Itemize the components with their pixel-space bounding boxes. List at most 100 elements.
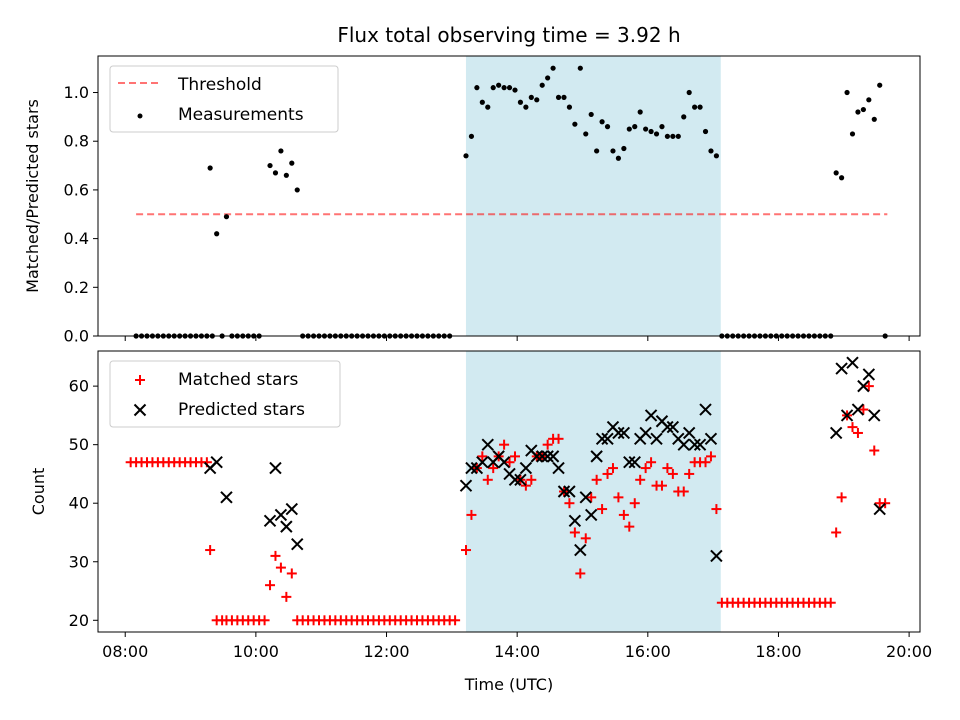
x-stroke-b <box>220 491 233 504</box>
matched-star-point <box>499 439 510 450</box>
top-legend-box <box>109 65 339 133</box>
x-stroke-b <box>617 426 631 440</box>
predicted-star-point <box>688 438 701 451</box>
matched-star-point <box>580 533 591 544</box>
matched-star-point <box>607 463 618 474</box>
x-stroke-b <box>497 456 511 469</box>
matched-star-point <box>259 615 270 626</box>
x-stroke-b <box>829 426 843 440</box>
bottom-x-tick-label: 20:00 <box>886 642 932 661</box>
x-stroke-b <box>574 543 587 557</box>
measurement-point <box>604 124 611 130</box>
x-stroke-b <box>584 508 598 522</box>
measurement-point <box>626 126 632 132</box>
predicted-star-point <box>704 432 718 446</box>
x-stroke-b <box>568 514 582 527</box>
matched-star-point <box>553 433 564 444</box>
bottom-legend: Matched stars Predicted stars <box>109 360 341 428</box>
x-stroke-b <box>535 450 549 463</box>
measurement-point <box>534 97 540 103</box>
bottom-y-tick-label: 60 <box>69 377 89 396</box>
x-stroke-b <box>710 549 723 563</box>
matched-star-point <box>275 562 286 573</box>
legend-threshold-label: Threshold <box>177 75 262 95</box>
measurement-point <box>594 148 600 154</box>
x-stroke-b <box>868 409 881 422</box>
measurement-point <box>207 165 213 171</box>
x-stroke-b <box>655 415 669 428</box>
predicted-star-point <box>476 456 489 469</box>
matched-star-point <box>869 445 880 456</box>
measurement-point <box>632 124 638 130</box>
measurement-point <box>289 160 295 166</box>
matched-star-point <box>450 615 461 626</box>
x-stroke-b <box>846 356 859 369</box>
top-y-tick-label: 1.0 <box>64 83 89 102</box>
x-stroke-b <box>541 450 554 463</box>
matched-star-point <box>618 509 629 520</box>
matched-star-point <box>542 439 553 450</box>
x-stroke-b <box>563 485 576 498</box>
top-y-axis-label: Matched/Predicted stars <box>23 99 42 293</box>
measurement-point <box>550 65 556 71</box>
legend-x-marker <box>133 403 147 417</box>
measurement-point <box>653 131 660 137</box>
predicted-star-point <box>710 549 723 563</box>
x-stroke-b <box>285 502 299 516</box>
x-stroke-b <box>274 508 288 522</box>
measurement-point <box>283 172 289 178</box>
x-stroke-b <box>291 537 304 551</box>
matched-star-point <box>711 504 722 515</box>
x-stroke-b <box>590 450 603 463</box>
matched-star-point <box>646 457 657 468</box>
predicted-star-point <box>535 450 549 463</box>
predicted-star-point <box>579 491 592 504</box>
predicted-star-point <box>644 409 658 422</box>
measurement-point <box>686 89 692 96</box>
chart-title: Flux total observing time = 3.92 h <box>337 23 680 47</box>
bottom-x-tick-label: 12:00 <box>363 642 409 661</box>
bottom-x-tick-label: 16:00 <box>625 642 671 661</box>
measurement-point <box>523 104 529 110</box>
measurement-point <box>675 133 681 139</box>
legend-plus-marker <box>135 375 145 385</box>
bottom-x-ticks: 08:00 10:00 12:00 14:00 16:00 18:00 20:00 <box>102 632 932 661</box>
legend-predicted-label: Predicted stars <box>178 400 305 420</box>
x-stroke-b <box>557 485 571 498</box>
predicted-star-point <box>851 403 865 416</box>
measurement-point <box>615 155 622 161</box>
predicted-star-point <box>508 473 522 486</box>
predicted-star-point <box>628 456 641 469</box>
x-stroke-b <box>263 514 277 527</box>
measurement-point <box>637 109 643 115</box>
measurement-point <box>860 106 866 113</box>
x-axis-label: Time (UTC) <box>464 675 553 694</box>
measurement-point <box>572 121 578 127</box>
measurement-point <box>621 145 627 152</box>
top-observing-window-shade <box>465 56 721 336</box>
predicted-star-point <box>846 356 859 369</box>
x-stroke-b <box>628 456 641 469</box>
predicted-stars-series <box>203 356 886 563</box>
measurement-point <box>877 82 883 88</box>
matched-star-point <box>629 498 640 509</box>
matched-star-point <box>597 504 608 515</box>
matched-star-point <box>613 492 624 503</box>
measurement-point <box>844 89 850 96</box>
predicted-star-point <box>639 426 652 440</box>
matched-star-point <box>591 474 602 485</box>
bottom-legend-box <box>109 360 341 428</box>
top-y-tick-label: 0.6 <box>64 180 89 199</box>
measurement-point <box>583 131 589 137</box>
measurement-point <box>561 94 567 100</box>
matched-star-point <box>684 468 695 479</box>
matched-star-point <box>624 521 635 532</box>
x-stroke-b <box>693 438 707 451</box>
matched-star-point <box>831 527 842 538</box>
measurement-point <box>577 65 583 71</box>
matched-star-point <box>640 463 651 474</box>
bottom-y-tick-label: 40 <box>69 494 89 513</box>
x-stroke-b <box>606 420 620 434</box>
predicted-star-point <box>210 456 223 469</box>
